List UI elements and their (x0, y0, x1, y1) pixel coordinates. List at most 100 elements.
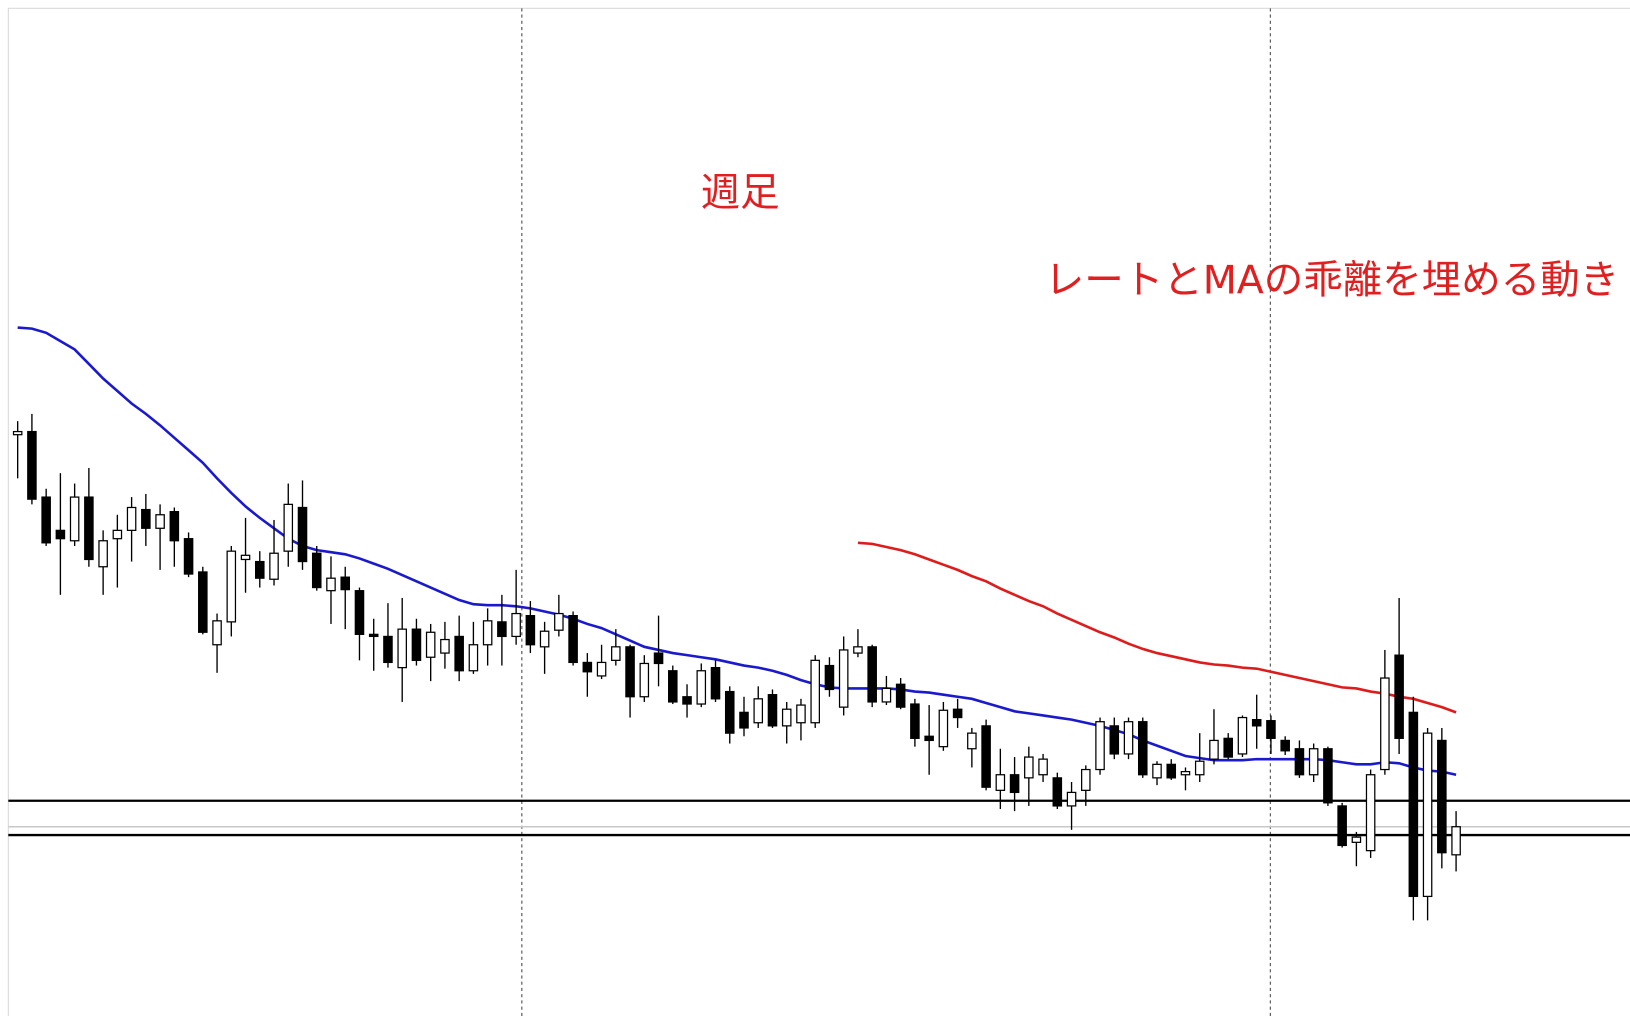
candle-body (126, 506, 137, 531)
candle-body (155, 514, 165, 529)
candle-body (1009, 774, 1020, 794)
candle-body (1209, 739, 1219, 760)
candle-body (838, 649, 849, 708)
candle-body (169, 511, 180, 542)
candle-body (1451, 826, 1461, 856)
candle-body (625, 646, 635, 698)
candle-body (440, 638, 450, 654)
candle-body (895, 683, 906, 708)
candle-body (668, 670, 678, 703)
candle-body (995, 774, 1006, 791)
candle-body (1437, 739, 1447, 854)
candle-body (411, 628, 422, 661)
candle-body (198, 571, 208, 633)
candle-body (696, 670, 707, 705)
candle-body (340, 576, 351, 591)
candle-body (810, 659, 820, 724)
candle-body (554, 612, 564, 631)
candle-body (981, 725, 991, 788)
candle-body (240, 554, 251, 561)
annotation: 週足 (701, 170, 780, 216)
candle-body (682, 696, 692, 705)
candle-body (354, 590, 365, 635)
candle-body (1280, 739, 1290, 752)
candle-body (69, 496, 80, 542)
annotation: レートとMAの乖離を埋める動き (1045, 257, 1620, 303)
candle-body (41, 496, 51, 544)
moving-average-line (17, 326, 1457, 777)
candle-body (1109, 725, 1120, 755)
candle-body (1394, 654, 1404, 739)
candle-body (952, 708, 963, 719)
candle-body (1408, 711, 1419, 898)
candle-body (368, 633, 379, 638)
candle-body (568, 615, 578, 664)
candle-body (326, 577, 336, 592)
candle-body (1081, 768, 1091, 791)
candle-body (511, 612, 521, 638)
candle-body (183, 538, 194, 575)
candle-body (269, 552, 279, 580)
candle-body (1038, 758, 1048, 776)
candle-body (1066, 791, 1077, 807)
candle-body (781, 708, 792, 727)
candle-body (596, 661, 607, 677)
candle-body (311, 552, 322, 589)
candle-body (1365, 774, 1376, 852)
candle-body (1337, 805, 1347, 847)
candle-body (112, 529, 123, 540)
candle-body (653, 652, 664, 665)
candle-body (254, 560, 265, 579)
candle-body (383, 635, 393, 664)
candle-body (611, 646, 621, 661)
moving-average-line (857, 541, 1457, 714)
candle-body (1294, 748, 1305, 776)
candle-body (226, 550, 237, 623)
candle-body (881, 687, 892, 703)
candle-body (1052, 777, 1063, 807)
candle-body (967, 732, 977, 750)
candle-body (1351, 836, 1362, 843)
candle-body (824, 664, 835, 691)
candle-body (468, 644, 479, 672)
candle-body (910, 703, 920, 739)
candle-body (1323, 748, 1333, 804)
candle-body (1024, 756, 1034, 779)
chart-frame (7, 7, 1630, 1016)
candle-body (1137, 721, 1148, 776)
candle-body (98, 540, 108, 568)
candle-body (582, 661, 593, 673)
candle-body (1180, 770, 1191, 776)
candle-body (724, 690, 735, 734)
candle-body (283, 503, 294, 552)
candle-body (497, 621, 507, 638)
candle-body (1166, 763, 1177, 779)
candle-body (397, 628, 407, 669)
candle-body (796, 704, 806, 724)
candle-body (1152, 763, 1162, 779)
candle-body (1251, 718, 1262, 727)
candle-body (753, 698, 764, 724)
candle-body (924, 735, 934, 742)
candle-body (1194, 760, 1205, 776)
candle-body (853, 646, 863, 654)
candle-body (867, 646, 877, 703)
candle-body (525, 615, 536, 646)
candle-body (1266, 720, 1276, 739)
candle-body (1095, 721, 1105, 771)
candle-body (739, 711, 749, 729)
candle-body (1223, 737, 1233, 758)
candle-body (639, 662, 650, 698)
candle-body (212, 620, 222, 646)
candle-body (454, 635, 464, 672)
candle-body (482, 620, 493, 646)
candle-body (710, 667, 721, 700)
candle-body (938, 709, 949, 748)
candle-body (55, 529, 66, 540)
candle-body (539, 630, 550, 648)
candle-body (12, 430, 23, 436)
candle-body (1237, 716, 1248, 755)
candle-body (1123, 721, 1134, 755)
candle-body (1422, 732, 1433, 898)
